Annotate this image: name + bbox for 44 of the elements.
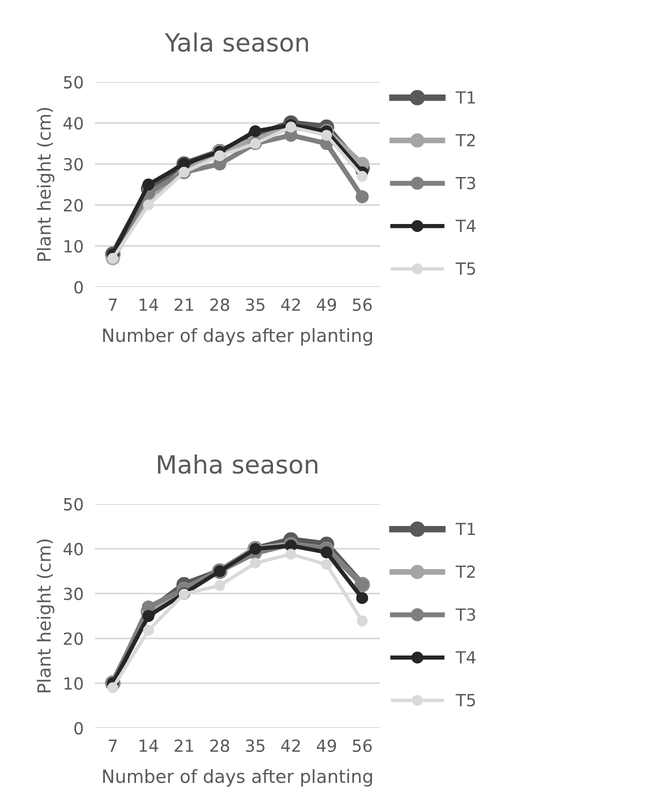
x-tick-label: 49 [316,298,336,312]
x-tick-label: 49 [316,739,336,752]
y-tick-label: 50 [64,76,83,89]
legend-label: T1 [456,91,475,104]
x-axis-title: Number of days after planting [103,328,372,346]
x-tick-label: 21 [174,298,194,311]
chart-title: Maha season [158,454,318,474]
x-tick-label: 56 [352,739,372,752]
y-axis-title: Plant height (cm) [36,108,54,261]
legend-label: T3 [456,176,476,190]
x-tick-label: 21 [174,739,194,752]
x-tick-label: 28 [210,298,230,312]
legend-label: T4 [456,220,476,232]
y-tick-label: 0 [74,722,83,735]
x-tick-label: 7 [108,298,117,311]
x-tick-label: 42 [281,298,300,311]
x-axis-title: Number of days after planting [103,769,372,787]
y-axis-title: Plant height (cm) [36,539,54,692]
y-tick-label: 20 [64,198,83,212]
y-tick-label: 10 [64,240,83,253]
x-tick-label: 56 [352,298,372,312]
x-tick-label: 35 [246,739,264,752]
legend-label: T2 [456,565,475,578]
x-tick-label: 35 [246,298,264,312]
x-tick-label: 7 [108,740,117,752]
y-tick-label: 40 [63,542,83,556]
x-tick-label: 28 [210,739,230,752]
x-tick-label: 14 [140,740,158,752]
y-tick-label: 50 [64,498,83,511]
chart-title: Yala season [164,32,308,52]
legend-label: T5 [456,262,476,275]
y-tick-label: 0 [74,280,83,294]
y-tick-label: 10 [64,677,83,690]
legend-label: T2 [456,134,475,146]
legend-label: T5 [456,694,476,706]
legend-label: T3 [456,608,476,621]
legend-label: T4 [456,651,476,664]
x-tick-label: 42 [281,739,300,752]
legend-label: T1 [456,522,475,536]
y-tick-label: 40 [63,116,83,130]
y-tick-label: 30 [64,158,83,171]
x-tick-label: 14 [140,298,158,311]
y-tick-label: 20 [64,632,83,645]
y-tick-label: 30 [64,588,83,600]
